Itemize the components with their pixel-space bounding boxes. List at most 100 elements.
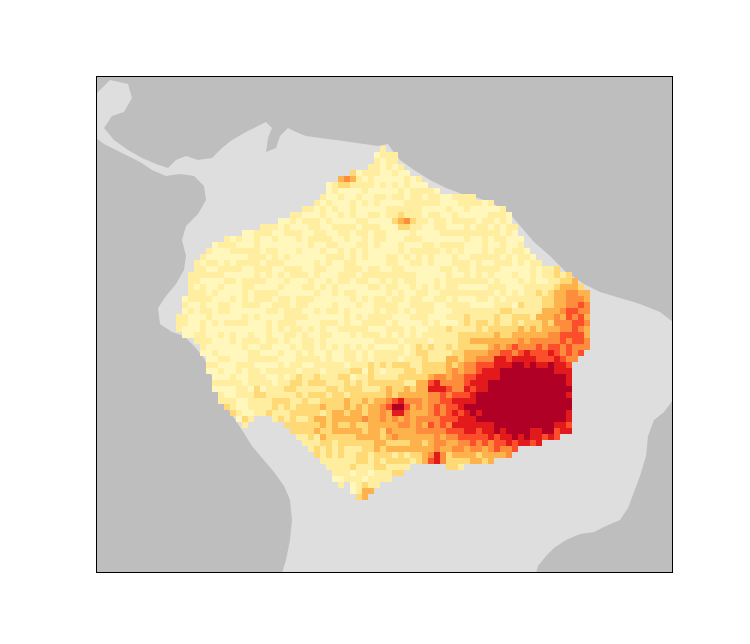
raster-cell <box>422 326 428 332</box>
raster-cell <box>350 290 356 296</box>
raster-cell <box>272 224 278 230</box>
raster-cell <box>446 428 452 434</box>
raster-cell <box>500 434 506 440</box>
raster-cell <box>398 398 404 404</box>
raster-cell <box>566 368 572 374</box>
raster-cell <box>224 248 230 254</box>
raster-cell <box>314 398 320 404</box>
raster-cell <box>218 392 224 398</box>
raster-cell <box>362 266 368 272</box>
raster-cell <box>218 398 224 404</box>
raster-cell <box>326 314 332 320</box>
raster-cell <box>296 314 302 320</box>
raster-cell <box>254 302 260 308</box>
raster-cell <box>332 194 338 200</box>
raster-cell <box>554 278 560 284</box>
raster-cell <box>236 338 242 344</box>
raster-cell <box>464 350 470 356</box>
raster-cell <box>560 404 566 410</box>
raster-cell <box>212 350 218 356</box>
raster-cell <box>458 458 464 464</box>
raster-cell <box>206 338 212 344</box>
raster-cell <box>530 326 536 332</box>
raster-cell <box>308 434 314 440</box>
raster-cell <box>362 404 368 410</box>
raster-cell <box>194 296 200 302</box>
raster-cell <box>404 320 410 326</box>
raster-cell <box>338 422 344 428</box>
raster-cell <box>236 362 242 368</box>
raster-cell <box>440 278 446 284</box>
raster-cell <box>560 410 566 416</box>
raster-cell <box>422 212 428 218</box>
raster-cell <box>224 302 230 308</box>
raster-cell <box>278 350 284 356</box>
raster-cell <box>500 362 506 368</box>
raster-cell <box>512 278 518 284</box>
raster-cell <box>530 290 536 296</box>
raster-cell <box>248 374 254 380</box>
raster-cell <box>374 218 380 224</box>
raster-cell <box>332 422 338 428</box>
raster-cell <box>476 218 482 224</box>
raster-cell <box>416 398 422 404</box>
raster-cell <box>236 368 242 374</box>
raster-cell <box>452 380 458 386</box>
raster-cell <box>356 170 362 176</box>
raster-cell <box>470 266 476 272</box>
raster-cell <box>236 380 242 386</box>
raster-cell <box>476 410 482 416</box>
raster-cell <box>482 260 488 266</box>
raster-cell <box>476 404 482 410</box>
raster-cell <box>506 386 512 392</box>
raster-cell <box>326 422 332 428</box>
raster-cell <box>512 440 518 446</box>
raster-cell <box>434 188 440 194</box>
raster-cell <box>260 362 266 368</box>
raster-cell <box>482 206 488 212</box>
raster-cell <box>542 416 548 422</box>
raster-cell <box>518 302 524 308</box>
raster-cell <box>500 332 506 338</box>
raster-cell <box>392 464 398 470</box>
raster-cell <box>356 404 362 410</box>
raster-cell <box>260 236 266 242</box>
raster-cell <box>320 320 326 326</box>
raster-cell <box>314 290 320 296</box>
raster-cell <box>518 374 524 380</box>
raster-cell <box>476 338 482 344</box>
raster-cell <box>572 278 578 284</box>
raster-cell <box>278 308 284 314</box>
raster-cell <box>392 446 398 452</box>
raster-cell <box>332 284 338 290</box>
raster-cell <box>428 224 434 230</box>
raster-cell <box>386 296 392 302</box>
raster-cell <box>236 326 242 332</box>
raster-cell <box>302 326 308 332</box>
raster-cell <box>218 254 224 260</box>
raster-cell <box>446 290 452 296</box>
raster-cell <box>464 284 470 290</box>
raster-cell <box>290 398 296 404</box>
raster-cell <box>464 410 470 416</box>
raster-cell <box>290 272 296 278</box>
raster-cell <box>290 230 296 236</box>
raster-cell <box>302 272 308 278</box>
raster-cell <box>332 206 338 212</box>
raster-cell <box>476 356 482 362</box>
raster-cell <box>314 302 320 308</box>
raster-cell <box>308 386 314 392</box>
raster-cell <box>338 362 344 368</box>
raster-cell <box>410 260 416 266</box>
raster-cell <box>440 338 446 344</box>
raster-cell <box>386 476 392 482</box>
raster-cell <box>332 296 338 302</box>
raster-cell <box>440 452 446 458</box>
raster-cell <box>326 446 332 452</box>
raster-cell <box>500 404 506 410</box>
raster-cell <box>326 464 332 470</box>
raster-cell <box>554 266 560 272</box>
raster-cell <box>326 410 332 416</box>
raster-cell <box>362 314 368 320</box>
raster-cell <box>284 356 290 362</box>
